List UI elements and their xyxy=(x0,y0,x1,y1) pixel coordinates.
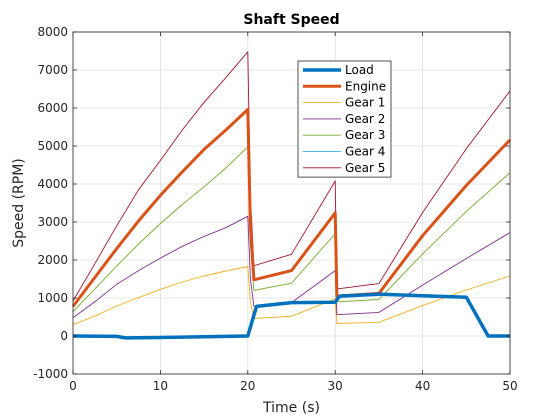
x-tick-label: 30 xyxy=(328,379,343,393)
x-tick-label: 20 xyxy=(240,379,255,393)
legend: Load Engine Gear 1 Gear 2 Gear 3 Gear 4 Gear 5 xyxy=(297,60,392,178)
y-tick-label: 3000 xyxy=(37,215,68,229)
legend-label: Gear 1 xyxy=(345,96,385,110)
axes-box xyxy=(72,31,511,375)
y-tick-label: -1000 xyxy=(33,367,68,381)
legend-label: Gear 2 xyxy=(345,112,385,126)
x-axis-label: Time (s) xyxy=(262,400,320,416)
y-tick-label: 8000 xyxy=(37,25,68,39)
y-tick-label: 0 xyxy=(60,329,68,343)
legend-label: Gear 4 xyxy=(345,145,385,159)
legend-label: Gear 5 xyxy=(345,161,385,175)
legend-label: Engine xyxy=(345,79,386,93)
series-line-engine xyxy=(71,108,512,308)
y-tick-label: 4000 xyxy=(37,177,68,191)
y-tick-label: 6000 xyxy=(37,101,68,115)
axis-ticks: 0 10 20 30 40 50-1000010002000300040005000600… xyxy=(33,25,518,393)
x-tick-label: 50 xyxy=(502,379,517,393)
y-axis-label: Speed (RPM) xyxy=(11,158,27,248)
y-tick-label: 5000 xyxy=(37,139,68,153)
series-layer xyxy=(71,51,512,340)
plot-area xyxy=(73,32,510,374)
x-tick-label: 0 xyxy=(69,379,77,393)
y-tick-label: 7000 xyxy=(37,63,68,77)
x-tick-label: 10 xyxy=(153,379,168,393)
series-line-load xyxy=(72,292,510,340)
x-tick-label: 40 xyxy=(415,379,430,393)
legend-label: Load xyxy=(345,63,374,77)
y-tick-label: 2000 xyxy=(37,253,68,267)
series-line-gear-1 xyxy=(72,266,511,326)
chart-title: Shaft Speed xyxy=(243,12,339,28)
y-tick-label: 1000 xyxy=(37,291,68,305)
legend-label: Gear 3 xyxy=(345,128,385,142)
series-line-gear-2 xyxy=(72,215,511,319)
